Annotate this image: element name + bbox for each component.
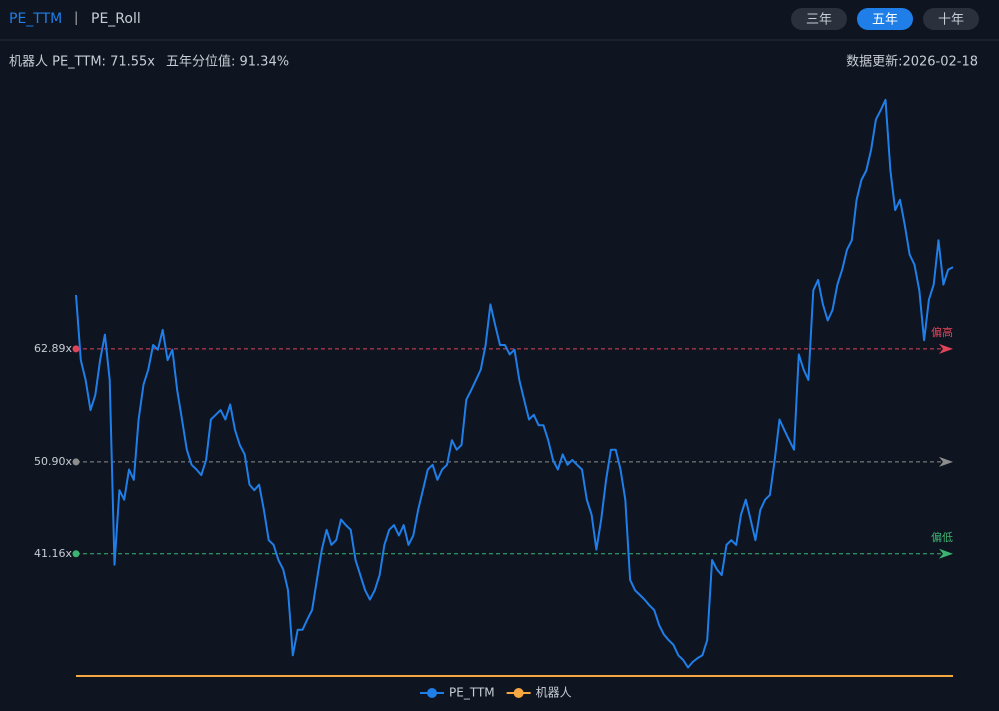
mark-label: 62.89x: [34, 342, 72, 355]
range-button[interactable]: [923, 8, 979, 30]
mark-arrow: [939, 548, 953, 559]
line-series: [75, 98, 954, 669]
tab-pe-ttm[interactable]: PE_TTM: [9, 11, 62, 27]
range-button[interactable]: [857, 8, 913, 30]
legend-dot: [427, 688, 437, 698]
tab-pe-roll[interactable]: PE_Roll: [91, 11, 141, 27]
legend-label: 机器人: [536, 686, 572, 700]
mark-arrow: [939, 456, 953, 467]
legend-label: PE_TTM: [449, 686, 495, 700]
mark-tag: 偏低: [931, 530, 953, 544]
plot: 62.89x 偏高 50.90x 41.16x 偏低 PE_TTM 机器人: [34, 98, 954, 700]
mark-label: 50.90x: [34, 455, 72, 468]
range-label[interactable]: 五年: [872, 13, 898, 28]
mark-dot: [72, 550, 80, 558]
mark-label: 41.16x: [34, 547, 72, 560]
mark-arrow: [939, 343, 953, 354]
range-buttons: 三年 五年 十年: [791, 8, 979, 30]
mark-tag: 偏高: [931, 325, 953, 339]
update-date: 数据更新:2026-02-18: [846, 54, 978, 70]
mark-dot: [72, 345, 80, 353]
range-label[interactable]: 十年: [938, 13, 964, 28]
range-button[interactable]: [791, 8, 847, 30]
mark-dot: [72, 458, 80, 466]
tab-separator: |: [74, 11, 78, 26]
info: 机器人 PE_TTM: 71.55x: [9, 55, 155, 70]
legend-dot: [513, 688, 524, 698]
percentile: 五年分位值: 91.34%: [166, 54, 289, 70]
range-label[interactable]: 三年: [806, 13, 832, 28]
